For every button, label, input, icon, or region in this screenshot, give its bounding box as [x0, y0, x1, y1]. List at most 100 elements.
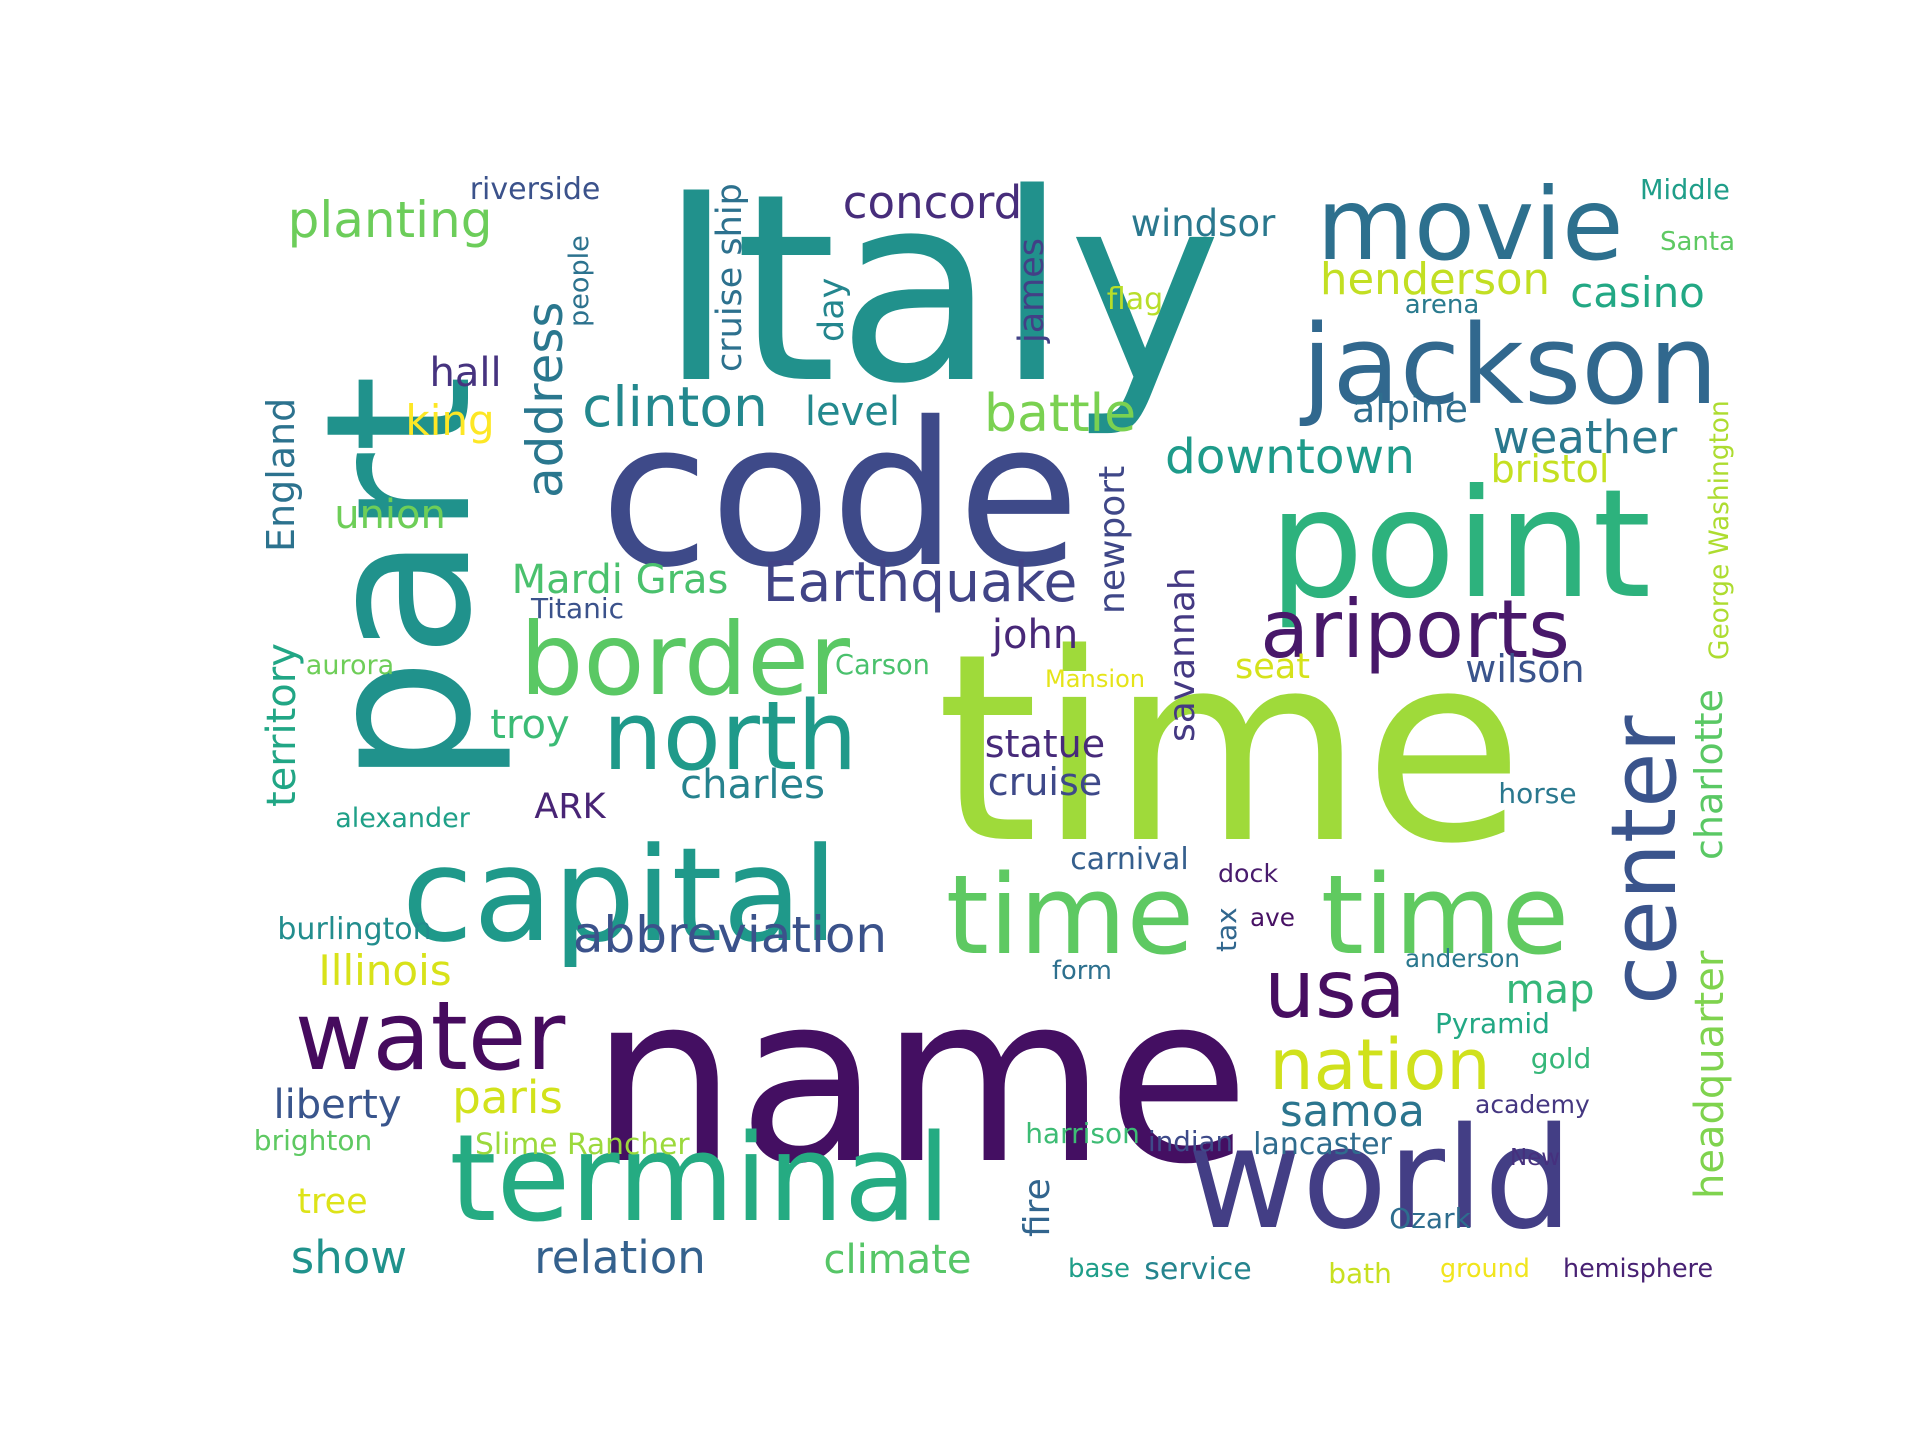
- word-show-43: show: [290, 1231, 408, 1284]
- word-map-44: map: [1505, 967, 1595, 1013]
- word-illinois-37: Illinois: [318, 946, 452, 995]
- word-anderson-85: anderson: [1405, 943, 1520, 973]
- word-territory-28: territory: [259, 643, 305, 807]
- word-horse-77: horse: [1498, 777, 1577, 810]
- word-liberty-47: liberty: [273, 1082, 402, 1128]
- word-england-27: England: [259, 397, 303, 553]
- word-code-4: code: [600, 378, 1080, 611]
- word-cruise-49: cruise: [987, 760, 1103, 804]
- word-concord-31: concord: [842, 176, 1023, 229]
- word-relation-38: relation: [534, 1231, 706, 1284]
- word-center-9: center: [1592, 715, 1697, 1005]
- word-seat-62: seat: [1235, 647, 1310, 687]
- word-nation-20: nation: [1269, 1024, 1491, 1106]
- word-north-16: north: [602, 682, 858, 792]
- word-earthquake-21: Earthquake: [762, 550, 1078, 614]
- word-form-84: form: [1052, 956, 1112, 987]
- word-george-washington-66: George Washington: [1703, 400, 1735, 660]
- word-john-41: john: [991, 612, 1079, 658]
- word-jackson-13: jackson: [1301, 301, 1719, 429]
- word-hall-55: hall: [429, 350, 502, 396]
- word-aurora-74: aurora: [305, 650, 395, 681]
- word-dock-81: dock: [1218, 859, 1279, 889]
- word-troy-61: troy: [490, 702, 570, 748]
- word-water-14: water: [294, 982, 566, 1092]
- word-ground-99: ground: [1440, 1253, 1530, 1284]
- word-italy-0: Italy: [658, 139, 1223, 441]
- word-time-2: time: [936, 599, 1524, 901]
- word-climate-39: climate: [823, 1237, 972, 1283]
- word-titanic-73: Titanic: [531, 592, 625, 625]
- word-charlotte-29: charlotte: [1687, 689, 1731, 861]
- word-flag-71: flag: [1106, 282, 1164, 317]
- word-bath-98: bath: [1328, 1257, 1392, 1290]
- word-name-1: name: [590, 943, 1250, 1215]
- word-harrison-91: harrison: [1025, 1117, 1140, 1150]
- word-level-57: level: [804, 389, 901, 435]
- word-day-58: day: [812, 277, 852, 343]
- word-alexander-78: alexander: [335, 803, 470, 834]
- word-ark-63: ARK: [534, 787, 606, 827]
- word-paris-32: paris: [452, 1071, 563, 1124]
- word-movie-12: movie: [1316, 166, 1624, 283]
- word-new-94: New: [1510, 1144, 1560, 1171]
- word-tax-83: tax: [1210, 907, 1243, 953]
- word-james-59: james: [1012, 237, 1052, 343]
- word-arena-72: arena: [1404, 290, 1480, 320]
- word-address-18: address: [516, 301, 574, 499]
- word-mansion-76: Mansion: [1045, 665, 1146, 693]
- word-wilson-52: wilson: [1465, 647, 1585, 691]
- word-usa-17: usa: [1264, 943, 1406, 1036]
- word-carson-75: Carson: [835, 650, 930, 682]
- word-union-56: union: [334, 492, 446, 538]
- word-capital-6: capital: [401, 819, 839, 971]
- word-cruise-ship-65: cruise ship: [710, 183, 750, 372]
- word-border-15: border: [519, 601, 851, 718]
- word-savannah-42: savannah: [1162, 567, 1203, 743]
- word-planting-23: planting: [287, 191, 493, 249]
- word-mardi-gras-36: Mardi Gras: [511, 557, 729, 603]
- word-downtown-25: downtown: [1165, 429, 1415, 486]
- word-statue-48: statue: [984, 722, 1106, 766]
- word-time-11: time: [1320, 851, 1570, 979]
- word-riverside-67: riverside: [469, 172, 601, 207]
- word-alpine-53: alpine: [1352, 387, 1468, 431]
- word-newport-45: newport: [1092, 465, 1133, 615]
- word-ariports-19: ariports: [1260, 583, 1570, 676]
- word-weather-33: weather: [1492, 411, 1678, 464]
- word-gold-87: gold: [1530, 1042, 1592, 1075]
- word-headquarter-30: headquarter: [1687, 950, 1733, 1200]
- word-tree-64: tree: [297, 1182, 368, 1222]
- word-clinton-22: clinton: [582, 375, 768, 439]
- word-base-96: base: [1068, 1254, 1130, 1284]
- word-santa-69: Santa: [1660, 226, 1736, 257]
- word-charles-46: charles: [680, 762, 825, 808]
- word-slime-rancher-90: Slime Rancher: [475, 1127, 690, 1163]
- word-bristol-51: bristol: [1490, 447, 1610, 491]
- word-henderson-34: henderson: [1320, 254, 1550, 305]
- word-point-5: point: [1268, 458, 1652, 632]
- word-casino-35: casino: [1570, 268, 1705, 317]
- word-academy-88: academy: [1475, 1089, 1590, 1119]
- word-middle-68: Middle: [1640, 175, 1730, 207]
- word-hemisphere-100: hemisphere: [1563, 1253, 1714, 1284]
- word-burlington-79: burlington: [277, 912, 432, 947]
- word-terminal-7: terminal: [449, 1110, 951, 1249]
- word-carnival-80: carnival: [1070, 842, 1189, 877]
- word-battle-24: battle: [984, 384, 1137, 444]
- word-people-70: people: [564, 235, 596, 327]
- word-lancaster-93: lancaster: [1253, 1127, 1392, 1162]
- word-ozark-95: Ozark: [1389, 1202, 1471, 1235]
- word-service-97: service: [1144, 1252, 1252, 1287]
- word-samoa-40: samoa: [1280, 1086, 1425, 1137]
- word-time-10: time: [945, 851, 1195, 979]
- word-world-8: world: [1187, 1098, 1573, 1261]
- word-pyramid-86: Pyramid: [1435, 1007, 1550, 1040]
- word-abbreviation-26: abbreviation: [572, 906, 888, 964]
- word-king-54: king: [405, 396, 495, 445]
- word-windsor-50: windsor: [1130, 202, 1276, 245]
- word-ave-82: ave: [1250, 902, 1295, 932]
- word-indian-92: indian: [1148, 1125, 1234, 1159]
- word-fire-60: fire: [1017, 1178, 1058, 1237]
